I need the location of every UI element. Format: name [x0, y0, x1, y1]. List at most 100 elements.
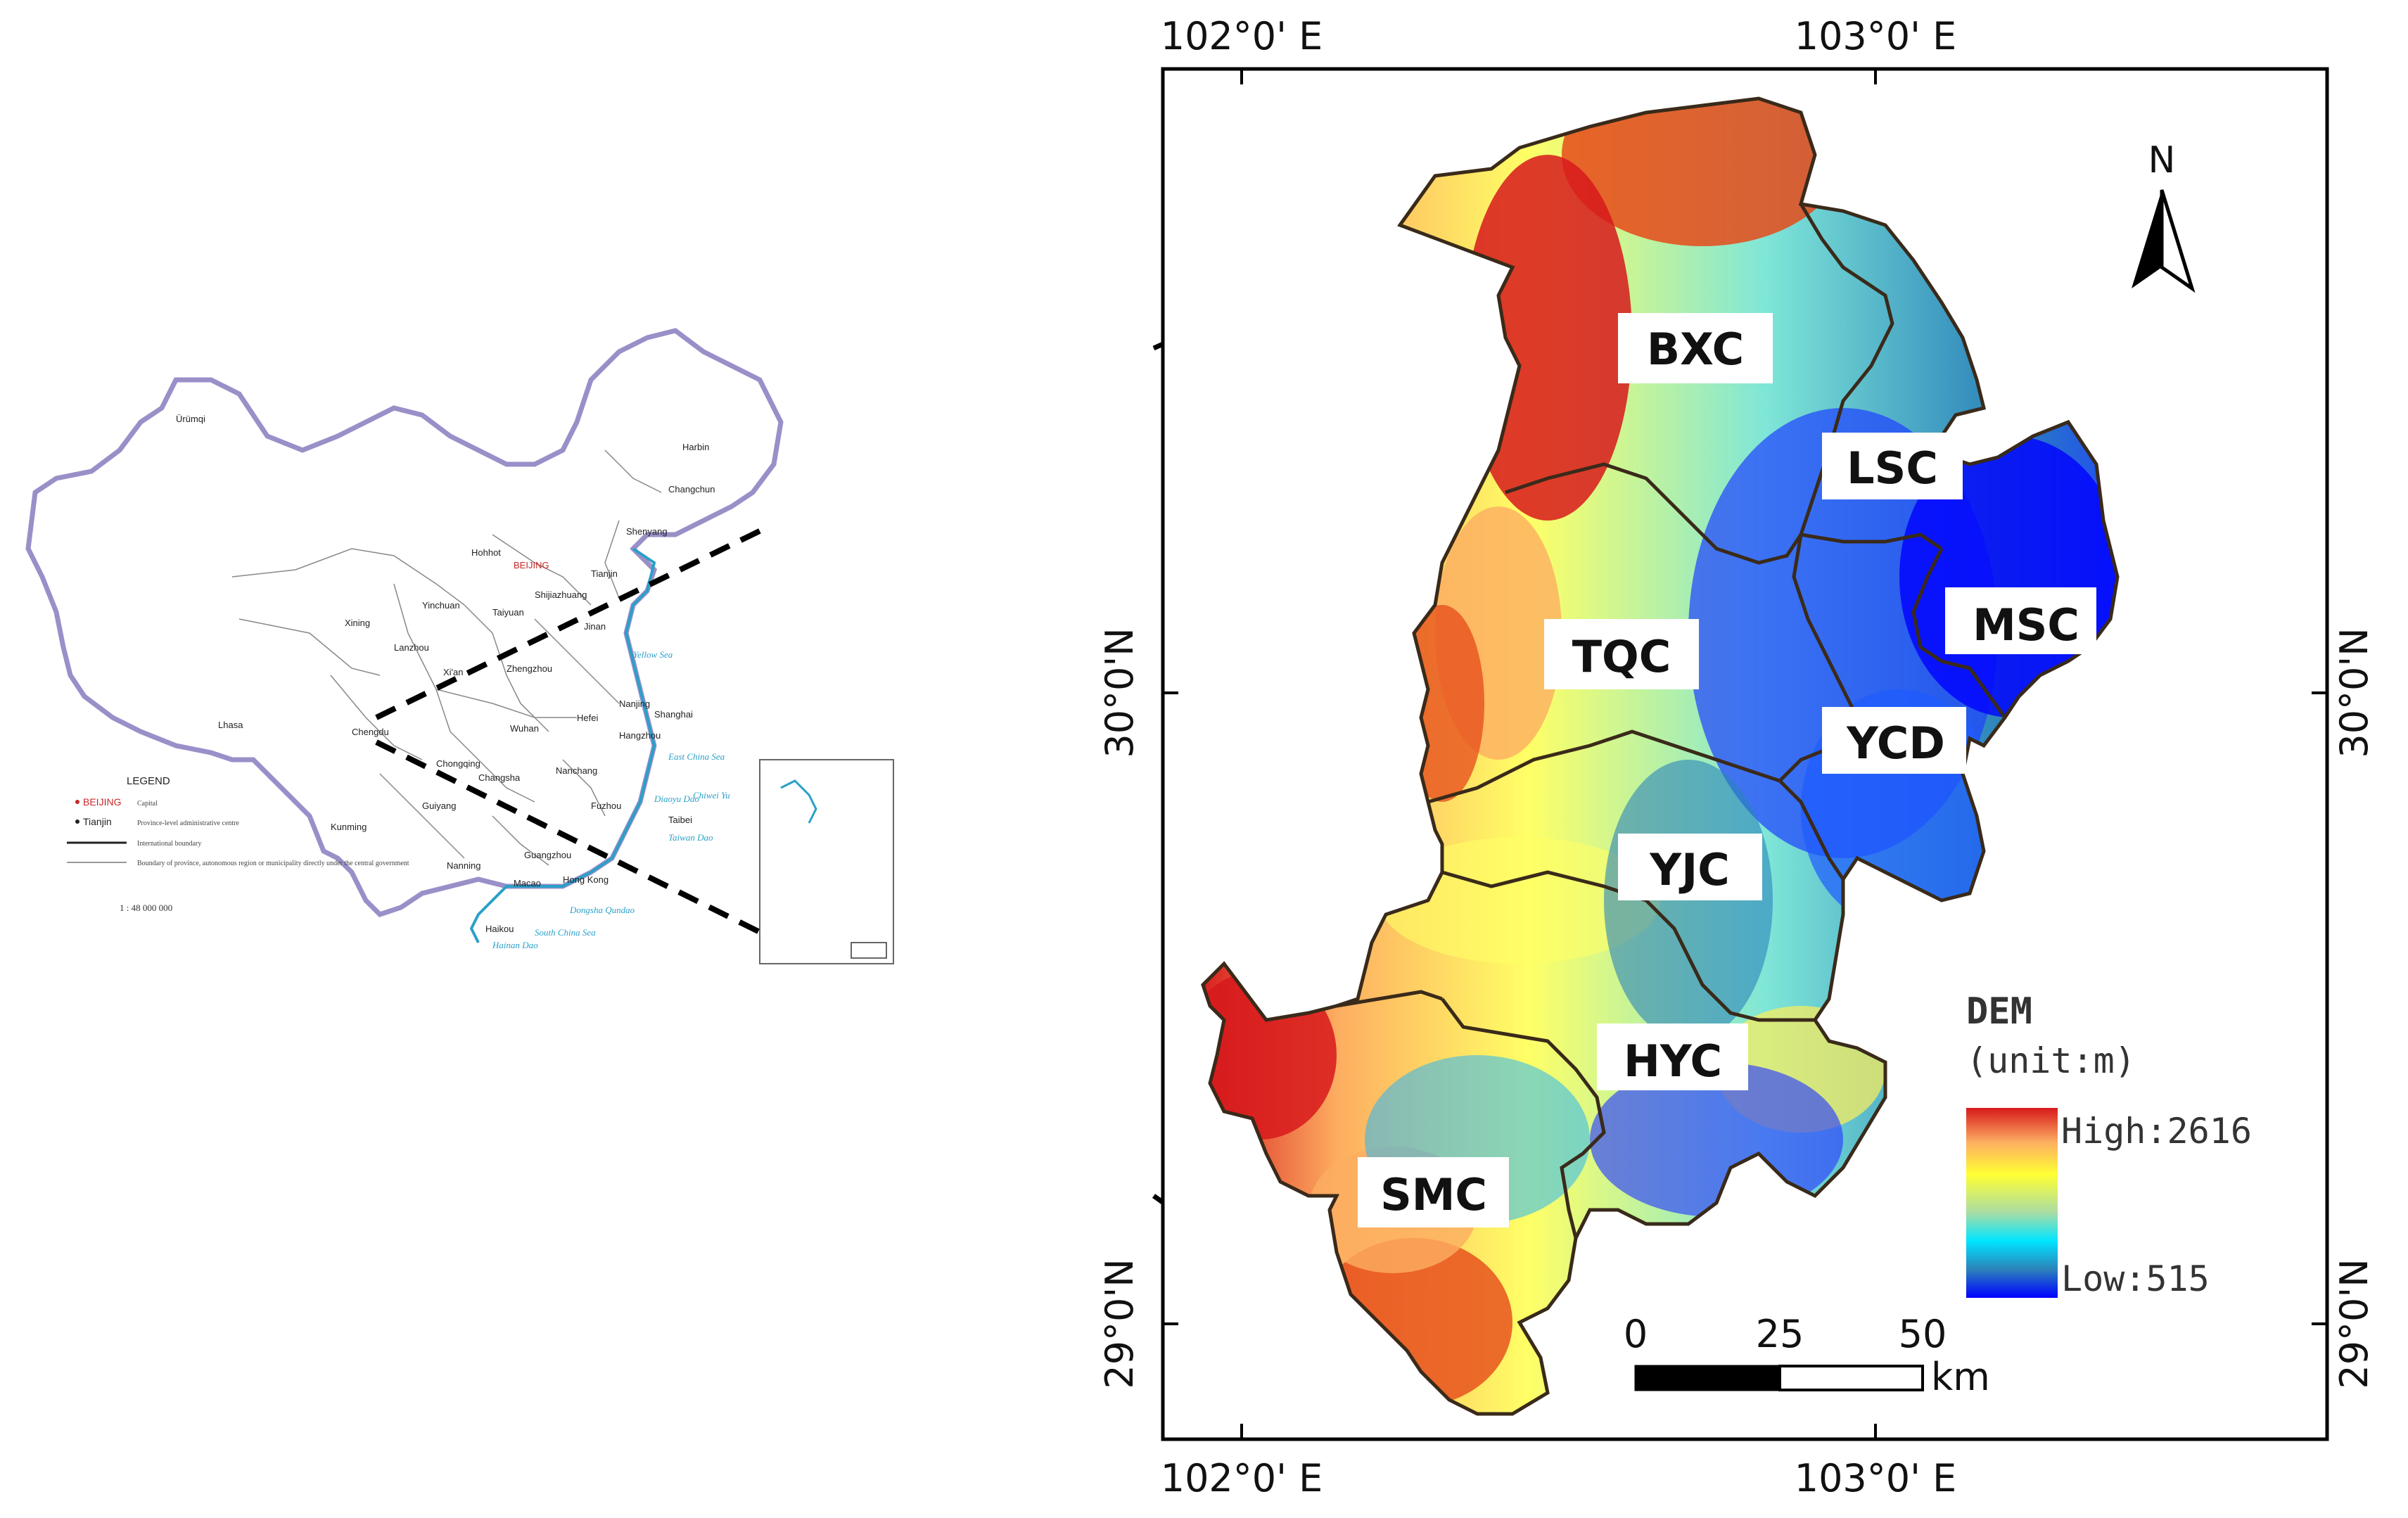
svg-text:SMC: SMC: [1380, 1169, 1487, 1220]
north-arrow: N: [2132, 139, 2196, 293]
coord-right-29: 29°0'N: [2332, 1258, 2376, 1389]
sea-label: Diaoyu Dao: [654, 793, 699, 804]
city-label: Guangzhou: [524, 850, 571, 860]
sea-label: East China Sea: [668, 751, 725, 762]
inset-legend-title: LEGEND: [127, 775, 170, 787]
coastline: [469, 547, 656, 943]
inset-cities: Ürümqi Harbin Changchun Shenyang Hohhot …: [176, 414, 730, 950]
region-labels: BXC LSC MSC TQC YCD YJC: [1358, 313, 2096, 1227]
coord-left-29: 29°0'N: [1097, 1258, 1142, 1389]
city-label: Guiyang: [422, 801, 456, 811]
inset-legend-label: BEIJING: [83, 796, 121, 808]
city-label: Harbin: [682, 442, 709, 452]
dem-color-ramp: [1966, 1108, 2058, 1298]
region-label-smc: SMC: [1358, 1157, 1509, 1227]
city-label: Yinchuan: [422, 600, 460, 611]
coord-bottom-103: 103°0' E: [1795, 1456, 1957, 1500]
sea-label: Hainan Dao: [492, 940, 538, 950]
coord-top-103: 103°0' E: [1795, 14, 1957, 58]
connector-top-dashed: [375, 525, 768, 720]
dem-legend-high: High:2616: [2061, 1111, 2252, 1152]
coord-right-30: 30°0'N: [2332, 627, 2376, 758]
city-label: Taiyuan: [492, 607, 524, 618]
inset-legend-desc: Boundary of province, autonomous region …: [137, 860, 409, 867]
city-label: Chongqing: [436, 758, 480, 769]
inset-legend-desc: Province-level administrative centre: [137, 819, 240, 827]
inset-legend-desc: Capital: [137, 800, 158, 808]
sea-label: Chiwei Yu: [693, 790, 730, 801]
city-label: Nanjing: [619, 699, 650, 709]
city-label: Nanchang: [556, 765, 597, 776]
svg-text:MSC: MSC: [1973, 599, 2079, 651]
city-label: Wuhan: [510, 723, 539, 734]
svg-text:BXC: BXC: [1647, 324, 1744, 375]
city-label: Hangzhou: [619, 730, 661, 741]
svg-text:YCD: YCD: [1846, 717, 1945, 769]
china-inset-map: Ürümqi Harbin Changchun Shenyang Hohhot …: [25, 328, 894, 964]
scale-tick-50: 50: [1899, 1312, 1947, 1356]
city-label: Nanning: [447, 860, 480, 871]
scale-unit: km: [1931, 1355, 1990, 1399]
city-label: Macao: [514, 878, 541, 888]
city-label: Fuzhou: [591, 801, 621, 811]
inset-legend-label: Tianjin: [83, 816, 112, 827]
scale-bar: 0 25 50 km: [1624, 1312, 1990, 1399]
region-label-yjc: YJC: [1618, 834, 1762, 900]
north-arrow-icon: [2132, 189, 2196, 293]
svg-text:TQC: TQC: [1572, 631, 1671, 682]
region-label-ycd: YCD: [1822, 707, 1966, 774]
dem-legend: DEM (unit:m) High:2616 Low:515: [1966, 990, 2252, 1299]
sea-label: Dongsha Qundao: [569, 905, 635, 915]
svg-text:LSC: LSC: [1847, 442, 1938, 494]
dem-map: BXC LSC MSC TQC YCD YJC: [1097, 14, 2376, 1500]
city-label: Haikou: [485, 924, 514, 934]
city-label: Hefei: [577, 713, 598, 723]
dem-legend-unit: (unit:m): [1966, 1040, 2136, 1081]
city-label: Shijiazhuang: [535, 589, 587, 600]
city-label: Ürümqi: [176, 414, 205, 424]
city-label: Shanghai: [654, 709, 693, 720]
inset-legend: LEGEND BEIJING Capital Tianjin Province-…: [67, 775, 409, 913]
frame-ticks: [1163, 69, 2327, 1439]
city-label: Taibei: [668, 815, 692, 825]
sea-label: South China Sea: [535, 927, 596, 938]
inset-scale: 1 : 48 000 000: [120, 902, 172, 913]
svg-text:HYC: HYC: [1624, 1035, 1722, 1087]
city-label: Changchun: [668, 484, 715, 495]
city-label: Zhengzhou: [507, 663, 552, 674]
city-label: Lhasa: [218, 720, 243, 730]
sea-label: Taiwan Dao: [668, 832, 713, 843]
region-label-hyc: HYC: [1597, 1023, 1748, 1090]
city-label: Chengdu: [352, 727, 389, 737]
city-label: Jinan: [584, 621, 606, 632]
coord-top-102: 102°0' E: [1161, 14, 1323, 58]
inset-legend-desc: International boundary: [137, 840, 201, 848]
coord-bottom-102: 102°0' E: [1161, 1456, 1323, 1500]
city-label: Hong Kong: [563, 874, 609, 885]
south-china-sea-inset: [759, 759, 894, 964]
province-boundaries: [231, 449, 662, 866]
svg-text:YJC: YJC: [1649, 844, 1729, 895]
city-label: Changsha: [478, 772, 521, 783]
north-label: N: [2148, 139, 2176, 181]
city-label: Hohhot: [471, 547, 501, 558]
region-label-tqc: TQC: [1544, 619, 1699, 689]
dem-legend-low: Low:515: [2061, 1258, 2210, 1299]
scale-tick-25: 25: [1756, 1312, 1804, 1356]
city-label: Xining: [345, 618, 370, 628]
city-label: Lanzhou: [394, 642, 429, 653]
city-label: Tianjin: [591, 568, 618, 579]
dem-legend-title: DEM: [1966, 990, 2032, 1033]
city-label: Xi'an: [443, 667, 464, 677]
city-label: BEIJING: [514, 560, 549, 570]
region-label-msc: MSC: [1945, 587, 2096, 654]
scale-tick-0: 0: [1624, 1312, 1648, 1356]
city-label: Kunming: [331, 822, 367, 832]
city-label: Shenyang: [626, 526, 668, 537]
region-label-lsc: LSC: [1822, 433, 1963, 499]
connector-bottom-dashed: [375, 739, 768, 938]
region-label-bxc: BXC: [1618, 313, 1773, 383]
coord-left-30: 30°0'N: [1097, 627, 1142, 758]
sea-label: Yellow Sea: [633, 649, 673, 660]
